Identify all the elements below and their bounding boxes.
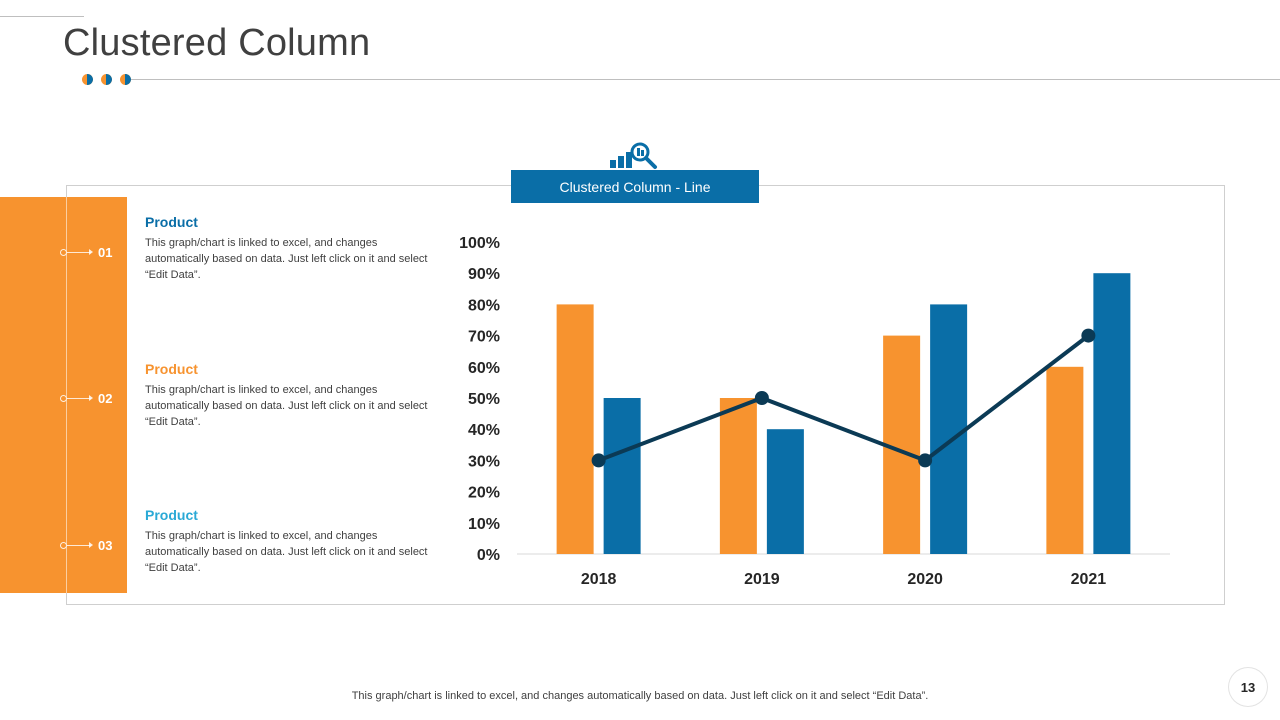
y-tick-label: 40% <box>468 422 500 439</box>
marker-number: 01 <box>98 244 113 260</box>
product-title: Product <box>145 214 198 230</box>
marker-arrow-icon <box>67 248 93 255</box>
product-description: This graph/chart is linked to excel, and… <box>145 384 428 428</box>
marker-number: 03 <box>98 537 113 553</box>
y-tick-label: 10% <box>468 516 500 533</box>
product-item-2: Product This graph/chart is linked to ex… <box>145 361 435 430</box>
timeline-line <box>66 197 67 593</box>
y-tick-label: 90% <box>468 266 500 283</box>
x-tick-label: 2019 <box>744 571 780 588</box>
title-dots-decoration <box>82 74 131 85</box>
y-tick-label: 80% <box>468 297 500 314</box>
line-point-2018 <box>591 453 606 468</box>
marker-01: 01 <box>60 244 120 260</box>
marker-03: 03 <box>60 537 120 553</box>
x-tick-label: 2018 <box>581 571 617 588</box>
line-point-2021 <box>1081 328 1096 343</box>
dot-icon <box>120 74 131 85</box>
marker-arrow-icon <box>67 541 93 548</box>
bar-2019-series-1 <box>719 398 757 554</box>
dot-icon <box>82 74 93 85</box>
bar-2018-series-1 <box>556 304 594 554</box>
x-tick-label: 2021 <box>1071 571 1107 588</box>
page-title: Clustered Column <box>63 22 371 64</box>
bar-2021-series-1 <box>1046 366 1084 554</box>
line-point-2019 <box>754 391 769 405</box>
page-number: 13 <box>1229 668 1267 706</box>
y-tick-label: 70% <box>468 329 500 346</box>
y-tick-label: 100% <box>459 235 500 252</box>
y-tick-label: 0% <box>477 547 500 564</box>
marker-number: 02 <box>98 390 113 406</box>
product-title: Product <box>145 507 198 523</box>
marker-circle-icon <box>60 541 67 549</box>
marker-arrow-icon <box>67 394 93 401</box>
x-tick-label: 2020 <box>907 571 943 588</box>
marker-circle-icon <box>60 394 67 402</box>
line-point-2020 <box>918 453 933 468</box>
bar-2019-series-2 <box>766 429 804 554</box>
product-item-3: Product This graph/chart is linked to ex… <box>145 507 435 576</box>
product-item-1: Product This graph/chart is linked to ex… <box>145 214 435 283</box>
footer-note: This graph/chart is linked to excel, and… <box>351 690 929 702</box>
y-tick-label: 20% <box>468 485 500 502</box>
product-description: This graph/chart is linked to excel, and… <box>145 530 428 574</box>
title-rule <box>130 79 1280 80</box>
bar-2020-series-2 <box>930 304 968 554</box>
chart-header-banner: Clustered Column - Line <box>511 170 759 203</box>
chart-header-label: Clustered Column - Line <box>559 178 711 195</box>
dot-icon <box>101 74 112 85</box>
marker-02: 02 <box>60 390 120 406</box>
series-line <box>597 334 1090 463</box>
y-tick-label: 50% <box>468 391 500 408</box>
y-tick-label: 60% <box>468 360 500 377</box>
chart-magnifier-icon <box>610 142 657 169</box>
marker-circle-icon <box>60 248 67 256</box>
bar-2018-series-2 <box>603 398 641 554</box>
top-left-rule <box>0 16 84 17</box>
bar-2021-series-2 <box>1093 273 1131 554</box>
product-description: This graph/chart is linked to excel, and… <box>145 237 428 281</box>
product-title: Product <box>145 361 198 377</box>
y-tick-label: 30% <box>468 453 500 470</box>
